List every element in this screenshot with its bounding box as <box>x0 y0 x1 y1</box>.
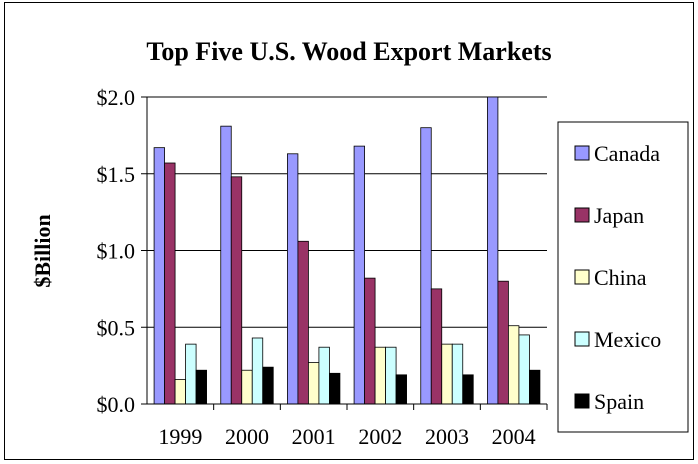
bar-china-2003 <box>441 343 453 405</box>
x-tick-label: 2000 <box>225 424 269 449</box>
bar-canada-2003 <box>420 127 432 405</box>
bar-canada-2004 <box>487 96 499 405</box>
legend-swatch-canada <box>574 145 590 161</box>
bar-mexico-2001 <box>318 346 330 405</box>
legend-label-japan: Japan <box>594 203 644 228</box>
y-ticks: $0.0 $0.5 $1.0 $1.5 $2.0 <box>97 85 136 417</box>
bar-spain-2001 <box>329 372 341 405</box>
x-tick-label: 2002 <box>358 424 402 449</box>
legend-swatch-china <box>574 269 590 285</box>
bar-japan-2003 <box>430 288 443 405</box>
bar-china-1999 <box>174 379 186 405</box>
bar-spain-2003 <box>462 374 474 405</box>
bar-japan-2002 <box>364 277 376 405</box>
y-tick-label: $0.5 <box>97 315 136 340</box>
legend-swatch-mexico <box>574 331 590 347</box>
legend-swatch-japan <box>574 207 590 223</box>
x-tick-label: 1999 <box>158 424 202 449</box>
bar-japan-2000 <box>230 176 243 405</box>
bar-japan-1999 <box>164 162 176 405</box>
legend: Canada Japan China Mexico Spain <box>557 121 689 433</box>
bar-china-2004 <box>508 325 520 405</box>
bar-mexico-2004 <box>518 334 530 405</box>
bar-spain-2000 <box>262 366 274 405</box>
bar-mexico-1999 <box>185 343 197 405</box>
axes <box>141 96 548 410</box>
legend-label-canada: Canada <box>594 141 660 166</box>
legend-swatch-spain <box>574 393 590 409</box>
bar-china-2001 <box>308 362 320 405</box>
bar-japan-2004 <box>497 280 509 405</box>
x-tick-label: 2003 <box>425 424 469 449</box>
bar-mexico-2003 <box>451 343 464 405</box>
x-tick-label: 2001 <box>292 424 336 449</box>
legend-label-china: China <box>594 265 647 290</box>
y-tick-label: $1.0 <box>97 239 136 264</box>
bar-japan-2001 <box>297 240 309 405</box>
bar-spain-2002 <box>395 374 407 405</box>
chart-title: Top Five U.S. Wood Export Markets <box>146 37 551 66</box>
bar-mexico-2002 <box>385 346 397 405</box>
x-ticks: 1999 2000 2001 2002 2003 2004 <box>158 424 535 449</box>
bar-china-2002 <box>374 346 386 405</box>
bar-canada-2000 <box>220 125 232 405</box>
bar-canada-1999 <box>153 147 165 405</box>
y-axis-label: $Billion <box>30 214 55 287</box>
x-tick-label: 2004 <box>492 424 536 449</box>
y-tick-label: $2.0 <box>97 85 136 110</box>
gridlines <box>147 96 547 328</box>
y-tick-label: $0.0 <box>97 392 136 417</box>
y-tick-label: $1.5 <box>97 162 136 187</box>
bar-mexico-2000 <box>251 337 264 405</box>
bar-spain-2004 <box>529 369 541 405</box>
bar-canada-2001 <box>287 153 299 405</box>
bar-canada-2002 <box>353 145 365 405</box>
bars <box>153 96 541 405</box>
bar-spain-1999 <box>195 369 207 405</box>
legend-label-mexico: Mexico <box>594 327 661 352</box>
bar-china-2000 <box>241 369 253 405</box>
legend-label-spain: Spain <box>594 389 644 414</box>
